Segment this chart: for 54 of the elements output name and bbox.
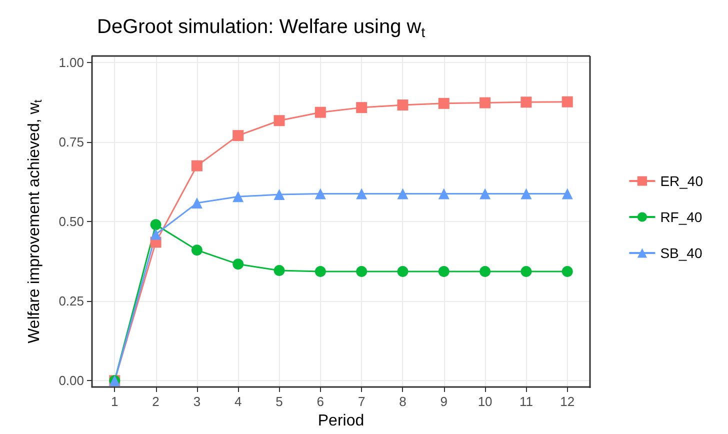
point bbox=[150, 228, 162, 240]
x-tick-label: 4 bbox=[234, 394, 242, 409]
y-tick-label: 0.75 bbox=[58, 134, 84, 150]
point bbox=[397, 100, 408, 111]
point bbox=[274, 188, 285, 200]
y-tick-label: 0.50 bbox=[58, 214, 84, 229]
y-tick-label: 0.25 bbox=[58, 294, 84, 309]
x-tick-label: 7 bbox=[358, 394, 366, 409]
x-tick-label: 1 bbox=[111, 394, 118, 409]
x-tick-label: 11 bbox=[519, 394, 533, 409]
point bbox=[356, 102, 368, 114]
point bbox=[562, 188, 573, 200]
point bbox=[480, 97, 491, 108]
y-tick-label: 1.00 bbox=[58, 54, 84, 70]
legend-label: SB_40 bbox=[660, 245, 702, 261]
point bbox=[438, 188, 450, 200]
point bbox=[232, 130, 244, 142]
point bbox=[520, 96, 532, 108]
point bbox=[480, 266, 491, 277]
x-tick-label: 10 bbox=[478, 394, 492, 409]
point bbox=[520, 266, 532, 277]
x-tick-label: 9 bbox=[440, 394, 448, 409]
point bbox=[480, 188, 491, 200]
point bbox=[562, 266, 573, 277]
point bbox=[397, 188, 408, 200]
point bbox=[520, 188, 532, 200]
point bbox=[438, 98, 450, 109]
point bbox=[232, 191, 244, 202]
point bbox=[191, 160, 202, 172]
x-tick-label: 5 bbox=[276, 394, 283, 409]
y-axis-title: Welfare improvement achieved, wt bbox=[26, 98, 44, 344]
point bbox=[274, 265, 285, 276]
x-tick-label: 8 bbox=[399, 394, 406, 409]
point bbox=[314, 266, 326, 277]
legend-label: ER_40 bbox=[660, 173, 704, 189]
point bbox=[150, 219, 162, 230]
x-tick-label: 6 bbox=[316, 394, 324, 409]
point bbox=[191, 198, 202, 209]
point bbox=[274, 115, 285, 126]
point bbox=[314, 106, 326, 118]
x-tick-label: 12 bbox=[560, 394, 575, 409]
x-axis-title: Period bbox=[318, 412, 364, 430]
point bbox=[356, 266, 368, 277]
point bbox=[438, 266, 450, 277]
point bbox=[314, 188, 326, 200]
legend-label: RF_40 bbox=[660, 209, 702, 225]
y-tick-label: 0.00 bbox=[58, 373, 84, 388]
point bbox=[397, 266, 408, 277]
point bbox=[232, 258, 244, 270]
x-tick-label: 2 bbox=[152, 394, 160, 409]
point bbox=[356, 188, 368, 200]
x-tick-label: 3 bbox=[193, 394, 201, 409]
point bbox=[562, 96, 573, 108]
point bbox=[191, 244, 202, 256]
